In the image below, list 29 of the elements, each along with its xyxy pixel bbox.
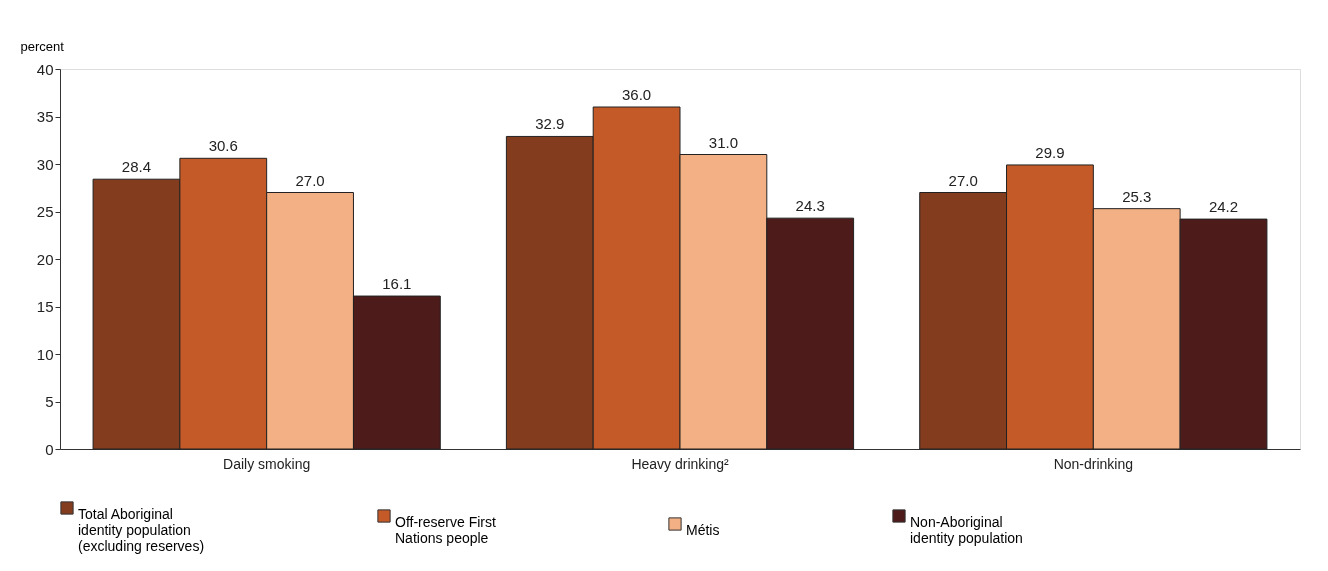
x-tick-label: Heavy drinking² [631,455,729,472]
y-tick-label: 35 [36,108,54,125]
legend-label: Total Aboriginal identity population (excluding reserves) [78,506,205,554]
y-tick-label: 5 [45,393,54,410]
data-label: 32.9 [535,115,565,133]
data-label: 29.9 [1035,143,1065,161]
data-label: 16.1 [382,275,412,293]
x-tick-label: Daily smoking [223,455,311,472]
data-label: 36.0 [622,86,652,103]
x-tick-label: Non-drinking [1053,455,1134,472]
legend-label: Métis [686,522,720,538]
y-tick-label: 20 [36,250,54,268]
y-tick-label: 25 [36,203,54,220]
data-label: 28.4 [121,158,152,176]
y-tick-label: 15 [36,298,54,315]
legend-label: Off-reserve First Nations people [395,514,496,546]
data-label: 25.3 [1122,187,1152,205]
legend-label: Non-Aboriginal identity population [910,514,1023,546]
y-tick-label: 10 [36,345,54,363]
data-label: 27.0 [948,171,978,189]
data-label: 30.6 [208,137,238,155]
y-axis-title: percent [20,38,65,54]
y-tick-label: 30 [36,155,54,173]
data-label: 31.0 [708,133,738,151]
y-tick-label: 40 [36,60,54,78]
data-label: 24.2 [1208,198,1239,216]
data-label: 27.0 [295,171,325,189]
data-label: 24.3 [795,197,825,215]
y-tick-label: 0 [45,440,54,458]
